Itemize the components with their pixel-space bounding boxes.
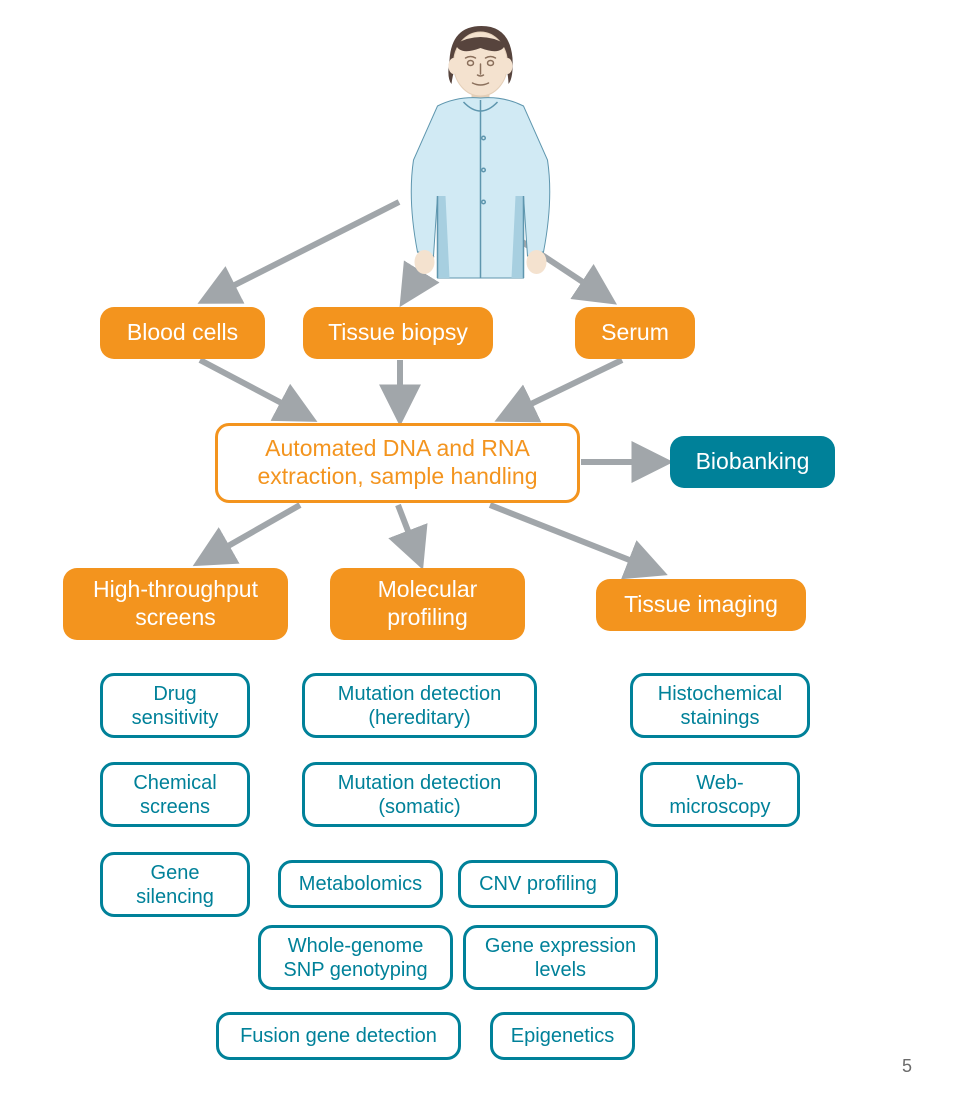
arrow-5 xyxy=(502,360,622,418)
node-blood-cells: Blood cells xyxy=(100,307,265,359)
node-histo: Histochemical stainings xyxy=(630,673,810,738)
node-biobanking: Biobanking xyxy=(670,436,835,488)
node-label: Biobanking xyxy=(696,448,810,476)
node-label: Gene expression levels xyxy=(485,934,636,982)
node-label: Tissue biopsy xyxy=(328,319,468,347)
arrow-8 xyxy=(398,505,420,562)
node-label: Molecular profiling xyxy=(378,576,478,631)
arrow-3 xyxy=(200,360,310,418)
node-label: Drug sensitivity xyxy=(132,682,219,730)
node-molecular: Molecular profiling xyxy=(330,568,525,640)
node-label: Epigenetics xyxy=(511,1024,614,1048)
node-tissue-imaging: Tissue imaging xyxy=(596,579,806,631)
node-fusion: Fusion gene detection xyxy=(216,1012,461,1060)
node-tissue-biopsy: Tissue biopsy xyxy=(303,307,493,359)
node-mut-hered: Mutation detection (hereditary) xyxy=(302,673,537,738)
node-chem-screens: Chemical screens xyxy=(100,762,250,827)
node-label: Web- microscopy xyxy=(669,771,770,819)
node-label: Chemical screens xyxy=(133,771,216,819)
node-cnv: CNV profiling xyxy=(458,860,618,908)
arrow-0 xyxy=(205,202,399,300)
node-mut-som: Mutation detection (somatic) xyxy=(302,762,537,827)
patient-illustration xyxy=(378,20,583,290)
node-label: Fusion gene detection xyxy=(240,1024,437,1048)
node-label: Serum xyxy=(601,319,669,347)
node-label: Metabolomics xyxy=(299,872,422,896)
node-label: CNV profiling xyxy=(479,872,597,896)
node-metabolomics: Metabolomics xyxy=(278,860,443,908)
node-label: Mutation detection (hereditary) xyxy=(338,682,501,730)
arrow-9 xyxy=(490,505,660,572)
node-label: Tissue imaging xyxy=(624,591,778,619)
node-webmic: Web- microscopy xyxy=(640,762,800,827)
node-epigenetics: Epigenetics xyxy=(490,1012,635,1060)
node-drug-sens: Drug sensitivity xyxy=(100,673,250,738)
page-number: 5 xyxy=(902,1056,912,1077)
node-label: Blood cells xyxy=(127,319,238,347)
node-label: Automated DNA and RNA extraction, sample… xyxy=(258,435,538,490)
node-label: Whole-genome SNP genotyping xyxy=(283,934,427,982)
node-gene-sil: Gene silencing xyxy=(100,852,250,917)
node-label: Gene silencing xyxy=(136,861,214,909)
diagram-stage: Blood cells Tissue biopsy Serum Automated D… xyxy=(0,0,960,1095)
node-automated: Automated DNA and RNA extraction, sample… xyxy=(215,423,580,503)
node-label: High-throughput screens xyxy=(93,576,258,631)
node-hts: High-throughput screens xyxy=(63,568,288,640)
node-label: Histochemical stainings xyxy=(658,682,782,730)
node-gene-expr: Gene expression levels xyxy=(463,925,658,990)
node-label: Mutation detection (somatic) xyxy=(338,771,501,819)
node-serum: Serum xyxy=(575,307,695,359)
arrow-7 xyxy=(200,505,300,562)
node-wgs-snp: Whole-genome SNP genotyping xyxy=(258,925,453,990)
